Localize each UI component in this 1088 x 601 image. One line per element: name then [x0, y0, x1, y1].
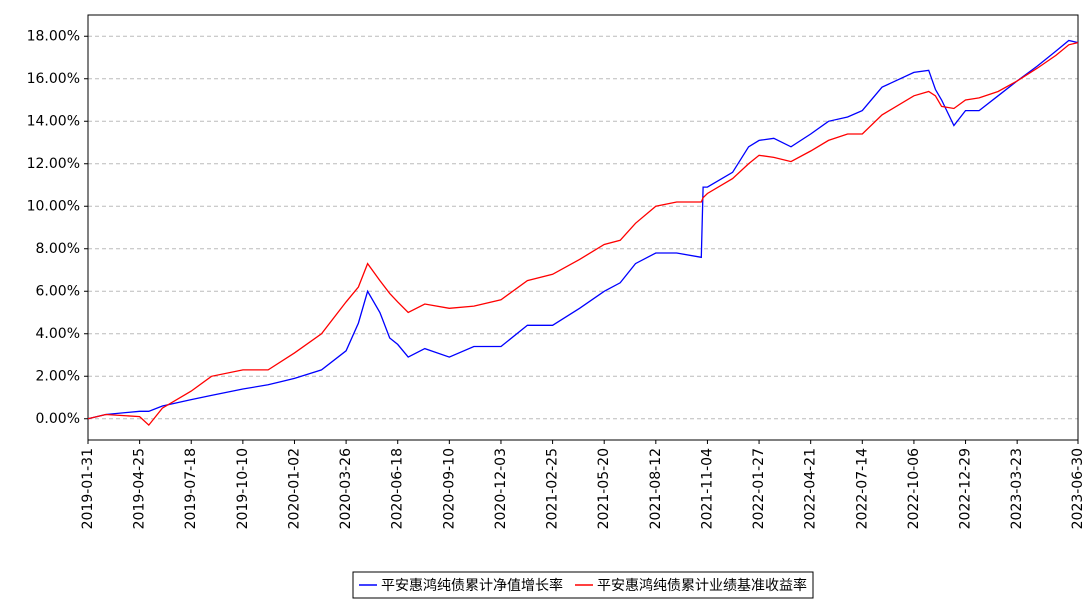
x-tick-label: 2022-04-21 [803, 448, 819, 529]
plot-frame [87, 14, 1079, 441]
x-tick-label: 2020-09-10 [441, 448, 457, 529]
x-tick-label: 2019-10-10 [235, 448, 251, 529]
legend: 平安惠鸿纯债累计净值增长率 平安惠鸿纯债累计业绩基准收益率 [352, 571, 814, 599]
x-tick-label: 2020-06-18 [390, 448, 406, 529]
x-tick-label: 2022-12-29 [958, 448, 974, 529]
x-tick-label: 2020-03-26 [338, 448, 354, 529]
y-tick-label: 6.00% [36, 283, 80, 299]
legend-label: 平安惠鸿纯债累计净值增长率 [381, 577, 563, 594]
x-tick-label: 2022-10-06 [906, 448, 922, 529]
x-tick-label: 2022-07-14 [854, 448, 870, 529]
x-tick-label: 2022-01-27 [751, 448, 767, 529]
y-tick-label: 18.00% [27, 28, 80, 44]
y-tick-label: 10.00% [27, 198, 80, 214]
y-tick-label: 4.00% [36, 326, 80, 342]
y-tick-label: 0.00% [36, 411, 80, 427]
x-tick-label: 2020-01-02 [286, 448, 302, 529]
legend-label: 平安惠鸿纯债累计业绩基准收益率 [597, 577, 807, 594]
y-tick-label: 8.00% [36, 241, 80, 257]
series-line [87, 39, 1079, 420]
x-tick-label: 2023-06-30 [1070, 448, 1086, 529]
x-tick-label: 2020-12-03 [493, 448, 509, 529]
x-tick-label: 2021-08-12 [648, 448, 664, 529]
x-tick-label: 2019-01-31 [80, 448, 96, 529]
y-tick-label: 12.00% [27, 156, 80, 172]
x-tick-label: 2021-02-25 [545, 448, 561, 529]
x-tick-label: 2021-11-04 [699, 448, 715, 529]
x-tick-label: 2021-05-20 [596, 448, 612, 529]
x-tick-label: 2023-03-23 [1009, 448, 1025, 529]
y-tick-label: 14.00% [27, 113, 80, 129]
y-tick-label: 2.00% [36, 368, 80, 384]
x-tick-label: 2019-04-25 [132, 448, 148, 529]
series-line [87, 41, 1079, 427]
x-tick-label: 2019-07-18 [183, 448, 199, 529]
y-tick-label: 16.00% [27, 71, 80, 87]
